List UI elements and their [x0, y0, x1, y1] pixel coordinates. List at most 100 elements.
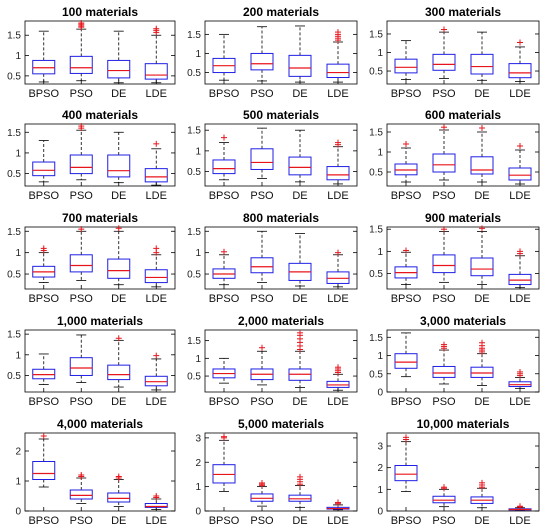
panel-4: 400 materials 0.5 1 1.5 BPSO PSO DE LDE — [7, 108, 176, 202]
panel-12: 3,000 materials 0 0.5 1 1.5 BPSO PSO DE LDE — [369, 314, 540, 408]
category-label: LDE — [509, 396, 530, 408]
outlier-marker — [335, 364, 341, 371]
y-tick-label: 0.5 — [7, 371, 21, 382]
category-label: PSO — [70, 515, 94, 527]
iqr-box — [107, 258, 131, 279]
box-de: DE — [288, 129, 312, 202]
iqr-box — [107, 492, 131, 503]
panel-14: 5,000 materials 0 1 2 3 BPSO PSO DE LDE — [195, 417, 358, 527]
panel-15: 10,000 materials 0 1 2 3 BPSO PSO DE LDE — [377, 417, 540, 527]
category-label: LDE — [146, 190, 167, 202]
iqr-box — [288, 156, 312, 176]
plot-frame — [204, 226, 358, 290]
panel-3: 300 materials 0.5 1 1.5 BPSO PSO DE LDE — [369, 5, 540, 100]
iqr-box — [508, 167, 532, 181]
category-label: BPSO — [28, 396, 59, 408]
iqr-box — [144, 503, 168, 508]
y-tick-label: 0.5 — [7, 169, 21, 180]
box-pso: PSO — [250, 127, 274, 202]
box-de: DE — [107, 30, 131, 100]
box-lde: LDE — [326, 249, 350, 305]
outlier-marker — [259, 479, 265, 486]
category-label: BPSO — [209, 293, 240, 305]
category-label: BPSO — [391, 88, 422, 100]
y-tick-label: 1 — [195, 354, 201, 365]
panel-title: 5,000 materials — [238, 417, 324, 431]
panel-11: 2,000 materials 0.5 1 1.5 BPSO PSO DE LDE — [187, 314, 358, 408]
category-label: BPSO — [209, 88, 240, 100]
plot-frame — [386, 329, 540, 393]
y-tick-label: 1 — [377, 48, 383, 59]
box-bpso: BPSO — [391, 332, 422, 408]
y-tick-label: 2 — [195, 458, 201, 469]
panel-title: 200 materials — [243, 5, 319, 19]
panel-title: 2,000 materials — [238, 314, 324, 328]
category-label: LDE — [509, 190, 530, 202]
category-label: BPSO — [209, 515, 240, 527]
y-tick-label: 3 — [377, 442, 383, 453]
box-lde: LDE — [508, 368, 532, 408]
iqr-box — [32, 368, 56, 380]
category-label: PSO — [250, 190, 274, 202]
outlier-marker — [517, 503, 523, 510]
box-de: DE — [107, 225, 131, 305]
y-tick-label: 0.5 — [7, 71, 21, 82]
panel-6: 600 materials 0.5 1 1.5 BPSO PSO DE LDE — [369, 108, 540, 202]
panel-title: 700 materials — [62, 211, 138, 225]
iqr-box — [470, 53, 494, 75]
plot-frame — [24, 432, 176, 512]
box-pso: PSO — [432, 484, 456, 527]
box-lde: LDE — [144, 245, 168, 305]
box-bpso: BPSO — [209, 357, 240, 408]
iqr-box — [69, 357, 93, 376]
category-label: DE — [292, 88, 307, 100]
y-tick-label: 0.5 — [187, 167, 201, 178]
box-pso: PSO — [432, 26, 456, 100]
iqr-box — [69, 489, 93, 500]
panel-title: 600 materials — [425, 108, 501, 122]
plot-frame — [24, 329, 176, 393]
category-label: DE — [292, 515, 307, 527]
outlier-marker — [441, 26, 447, 33]
category-label: BPSO — [391, 293, 422, 305]
box-bpso: BPSO — [209, 433, 240, 527]
y-tick-label: 1 — [195, 49, 201, 60]
outlier-marker — [78, 123, 85, 130]
box-bpso: BPSO — [28, 140, 59, 202]
category-label: LDE — [327, 293, 348, 305]
iqr-box — [250, 148, 274, 170]
y-tick-label: 1.5 — [187, 336, 201, 347]
outlier-marker — [259, 344, 265, 351]
panel-7: 700 materials 0.5 1 1.5 BPSO PSO DE LDE — [7, 211, 176, 305]
y-tick-label: 2 — [15, 447, 21, 458]
y-tick-label: 1 — [15, 51, 21, 62]
box-de: DE — [470, 225, 494, 305]
box-lde: LDE — [144, 25, 168, 100]
outlier-marker — [115, 473, 122, 480]
box-lde: LDE — [508, 143, 532, 202]
outlier-marker — [517, 368, 523, 375]
category-label: DE — [111, 190, 126, 202]
outlier-marker — [78, 472, 85, 478]
category-label: BPSO — [28, 190, 59, 202]
box-pso: PSO — [69, 472, 94, 527]
panel-title: 1,000 materials — [57, 314, 143, 328]
iqr-box — [212, 464, 236, 484]
iqr-box — [508, 273, 532, 286]
category-label: LDE — [327, 396, 348, 408]
y-tick-label: 0.5 — [187, 372, 201, 383]
y-tick-label: 0 — [377, 388, 383, 399]
box-lde: LDE — [508, 248, 532, 305]
category-label: DE — [474, 88, 489, 100]
category-label: DE — [474, 190, 489, 202]
category-label: PSO — [432, 293, 456, 305]
y-tick-label: 1.5 — [187, 227, 201, 238]
y-tick-label: 1 — [15, 248, 21, 259]
outlier-marker — [517, 39, 523, 46]
box-pso: PSO — [70, 123, 93, 202]
category-label: PSO — [432, 515, 456, 527]
y-tick-label: 1 — [377, 247, 383, 258]
box-de: DE — [470, 339, 494, 408]
box-bpso: BPSO — [28, 30, 59, 100]
y-tick-label: 3 — [195, 433, 201, 444]
